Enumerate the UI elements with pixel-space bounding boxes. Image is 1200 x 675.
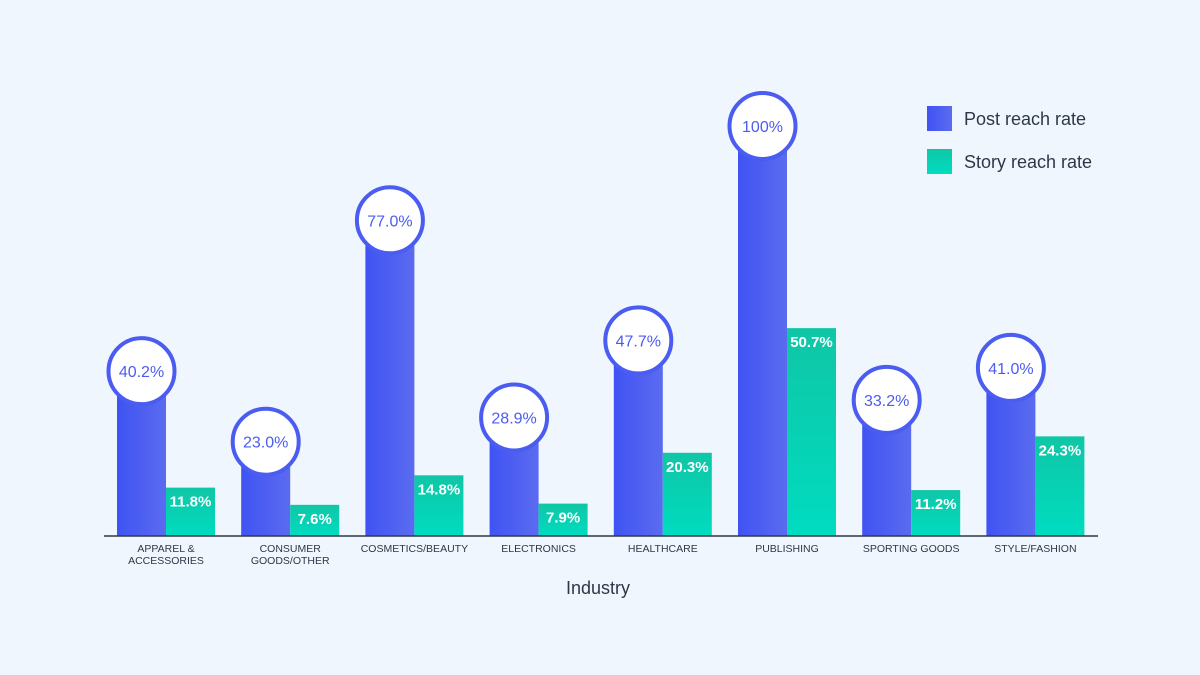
category-label-4: HEALTHCARE <box>628 543 698 555</box>
legend-label-0: Post reach rate <box>964 109 1086 129</box>
post-value-bubble-6 <box>851 364 922 435</box>
story-bar-7 <box>1035 436 1085 536</box>
post-bar-5 <box>738 126 787 536</box>
post-value-bubble-0 <box>106 336 177 407</box>
post-value-bubble-3 <box>479 382 550 453</box>
post-value-label-2: 77.0% <box>367 213 412 230</box>
post-value-bubble-1 <box>230 406 301 477</box>
legend-label-1: Story reach rate <box>964 152 1092 172</box>
story-value-label-1: 7.6% <box>298 511 332 528</box>
story-bar-5 <box>787 328 836 536</box>
category-label-2: COSMETICS/BEAUTY <box>361 543 468 555</box>
story-value-label-2: 14.8% <box>418 481 461 498</box>
post-value-label-5: 100% <box>742 119 783 136</box>
post-value-label-1: 23.0% <box>243 435 288 452</box>
category-label-5: PUBLISHING <box>755 543 819 555</box>
story-bar-4 <box>662 452 712 536</box>
post-value-label-4: 47.7% <box>616 333 661 350</box>
category-label-7: STYLE/FASHION <box>994 543 1076 555</box>
story-value-label-6: 11.2% <box>915 496 957 513</box>
post-value-bubble-5 <box>727 91 798 161</box>
story-value-label-7: 24.3% <box>1039 442 1082 459</box>
post-value-bubble-2 <box>354 185 425 256</box>
story-bar-2 <box>414 475 464 536</box>
category-label-6: SPORTING GOODS <box>863 543 960 555</box>
post-value-label-0: 40.2% <box>119 364 164 381</box>
legend-swatch-1 <box>927 149 952 174</box>
post-value-label-3: 28.9% <box>491 411 536 428</box>
post-value-label-6: 33.2% <box>864 393 909 410</box>
post-value-bubble-7 <box>975 332 1046 403</box>
post-value-bubble-4 <box>603 305 674 376</box>
story-bar-6 <box>911 490 961 536</box>
legend-swatch-0 <box>927 106 952 131</box>
story-bar-0 <box>166 487 215 536</box>
story-value-label-4: 20.3% <box>666 459 709 476</box>
post-value-label-7: 41.0% <box>988 361 1033 378</box>
category-label-3: ELECTRONICS <box>501 543 576 555</box>
story-value-label-5: 50.7% <box>790 334 833 351</box>
story-bar-1 <box>290 504 340 536</box>
story-bar-3 <box>538 503 588 536</box>
category-label-0: APPAREL & ACCESSORIES <box>128 543 204 567</box>
story-value-label-3: 7.9% <box>546 510 580 527</box>
story-value-label-0: 11.8% <box>170 494 212 511</box>
post-bar-2 <box>365 220 415 537</box>
category-label-1: CONSUMER GOODS/OTHER <box>251 543 330 567</box>
x-axis-label: Industry <box>566 578 630 598</box>
